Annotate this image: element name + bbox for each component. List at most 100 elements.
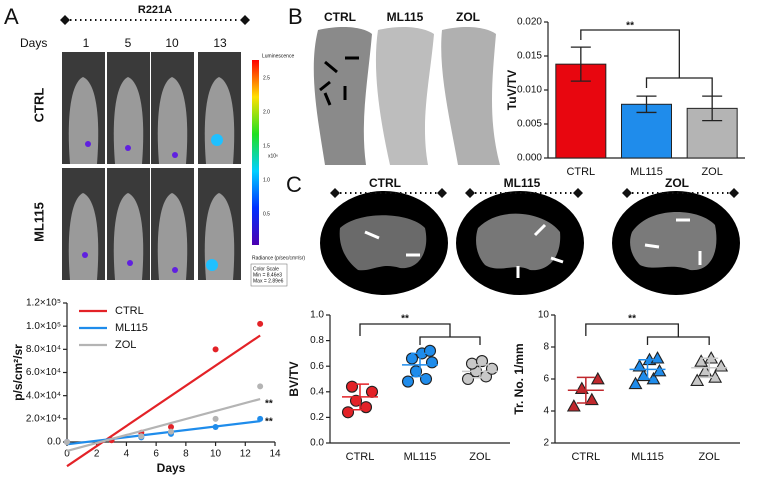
- y-axis-label: p/s/cm²/sr: [11, 344, 25, 401]
- data-point: [636, 368, 651, 382]
- x-tick-label: 0: [64, 449, 70, 460]
- y-tick-label: 4: [543, 406, 549, 417]
- y-tick-label: 0.015: [517, 51, 542, 62]
- data-point: [423, 344, 437, 357]
- mouse-body: [113, 77, 144, 164]
- x-tick-label: ZOL: [469, 451, 490, 463]
- data-point: [212, 423, 219, 430]
- data-point: [138, 433, 145, 440]
- x-axis-label: Days: [157, 461, 186, 475]
- signal-spot: [172, 152, 178, 158]
- x-tick-label: 10: [210, 449, 222, 460]
- data-point: [465, 357, 479, 370]
- y-tick-label: 2.0×10⁴: [26, 413, 61, 424]
- error-bar: [636, 95, 657, 114]
- legend-label: ZOL: [115, 339, 136, 351]
- data-point: [419, 372, 433, 386]
- x-tick-label: 8: [183, 449, 189, 460]
- data-point: [628, 376, 643, 390]
- data-point: [359, 401, 373, 414]
- y-tick-label: 4.0×10⁴: [26, 390, 61, 401]
- row-label: ML115: [31, 202, 46, 242]
- signal-spot: [82, 252, 88, 258]
- signal-spot: [211, 134, 223, 146]
- data-point: [652, 363, 667, 377]
- xray-images: [313, 27, 500, 166]
- significance: **: [628, 314, 636, 325]
- sd-bar: [471, 364, 489, 379]
- annotation: **: [265, 399, 273, 410]
- sd-bar: [700, 357, 719, 379]
- x-tick-label: ZOL: [701, 166, 722, 178]
- data-point: [632, 359, 647, 372]
- colorbar-tick: 0.5: [263, 211, 270, 217]
- row-label: CTRL: [31, 88, 46, 123]
- data-point: [425, 356, 439, 369]
- y-tick-label: 0.000: [517, 153, 542, 164]
- sd-bar: [411, 352, 429, 378]
- data-point: [698, 363, 713, 377]
- y-tick-label: 8.0×10⁴: [26, 344, 61, 355]
- scale-text: Min = 8.46e3: [253, 272, 282, 278]
- data-point: [345, 380, 359, 393]
- data-point: [341, 406, 355, 419]
- data-point: [349, 394, 363, 407]
- y-tick-label: 2: [543, 438, 549, 449]
- scale-text: Color Scale: [253, 266, 279, 272]
- legend-label: CTRL: [115, 305, 144, 317]
- colorbar-tick: 2.5: [263, 75, 270, 81]
- mouse-images: [62, 52, 241, 280]
- panel-label: B: [288, 4, 303, 29]
- data-point: [212, 415, 219, 422]
- data-point: [566, 399, 581, 412]
- data-point: [168, 423, 174, 430]
- x-tick-label: CTRL: [571, 451, 600, 463]
- day: 10: [165, 36, 179, 50]
- significance-bracket: [580, 29, 713, 96]
- legend-label: ML115: [115, 322, 148, 334]
- y-tick-label: 0.4: [310, 386, 324, 397]
- data-point: [257, 320, 264, 327]
- annotation: **: [265, 417, 273, 428]
- y-tick-label: 0.8: [310, 335, 324, 346]
- data-point: [212, 346, 219, 353]
- x-tick-label: ML115: [630, 166, 663, 178]
- mouse-body: [157, 193, 188, 280]
- mouse-body: [113, 193, 144, 280]
- data-point: [401, 375, 415, 388]
- sd-bar: [576, 376, 595, 404]
- data-point: [694, 354, 709, 367]
- signal-spot: [127, 260, 133, 266]
- x-tick-label: ML115: [404, 451, 437, 463]
- sd-bar: [638, 359, 657, 380]
- x-tick-label: 12: [240, 449, 252, 460]
- x-tick-label: 14: [269, 449, 281, 460]
- data-point: [257, 383, 264, 390]
- colorbar-tick: 1.5: [263, 143, 270, 149]
- signal-spot: [125, 145, 131, 151]
- data-point: [650, 351, 665, 364]
- scale-text: Max = 2.89e6: [253, 278, 284, 284]
- trend-line: [66, 334, 261, 468]
- colorbar-tick: 1.0: [263, 177, 270, 183]
- y-axis-label: BV/TV: [287, 361, 301, 396]
- data-point: [590, 371, 605, 385]
- significance-bracket: [585, 323, 710, 345]
- x-tick-label: 2: [94, 449, 100, 460]
- ct-label: CTRL: [369, 176, 401, 190]
- panel-label: A: [4, 4, 19, 29]
- significance: **: [401, 314, 409, 325]
- y-tick-label: 1.2×10⁵: [26, 298, 61, 309]
- y-tick-label: 6: [543, 374, 549, 385]
- xray-label: ML115: [387, 10, 424, 24]
- xray-label: ZOL: [456, 10, 480, 24]
- colorbar-unit: x10⁶: [268, 153, 278, 159]
- data-point: [461, 372, 475, 386]
- bar: [621, 103, 672, 159]
- xray-label: CTRL: [324, 10, 356, 24]
- mouse-body: [68, 193, 99, 280]
- significance: **: [626, 21, 634, 32]
- data-point: [64, 439, 70, 445]
- signal-spot: [172, 267, 178, 273]
